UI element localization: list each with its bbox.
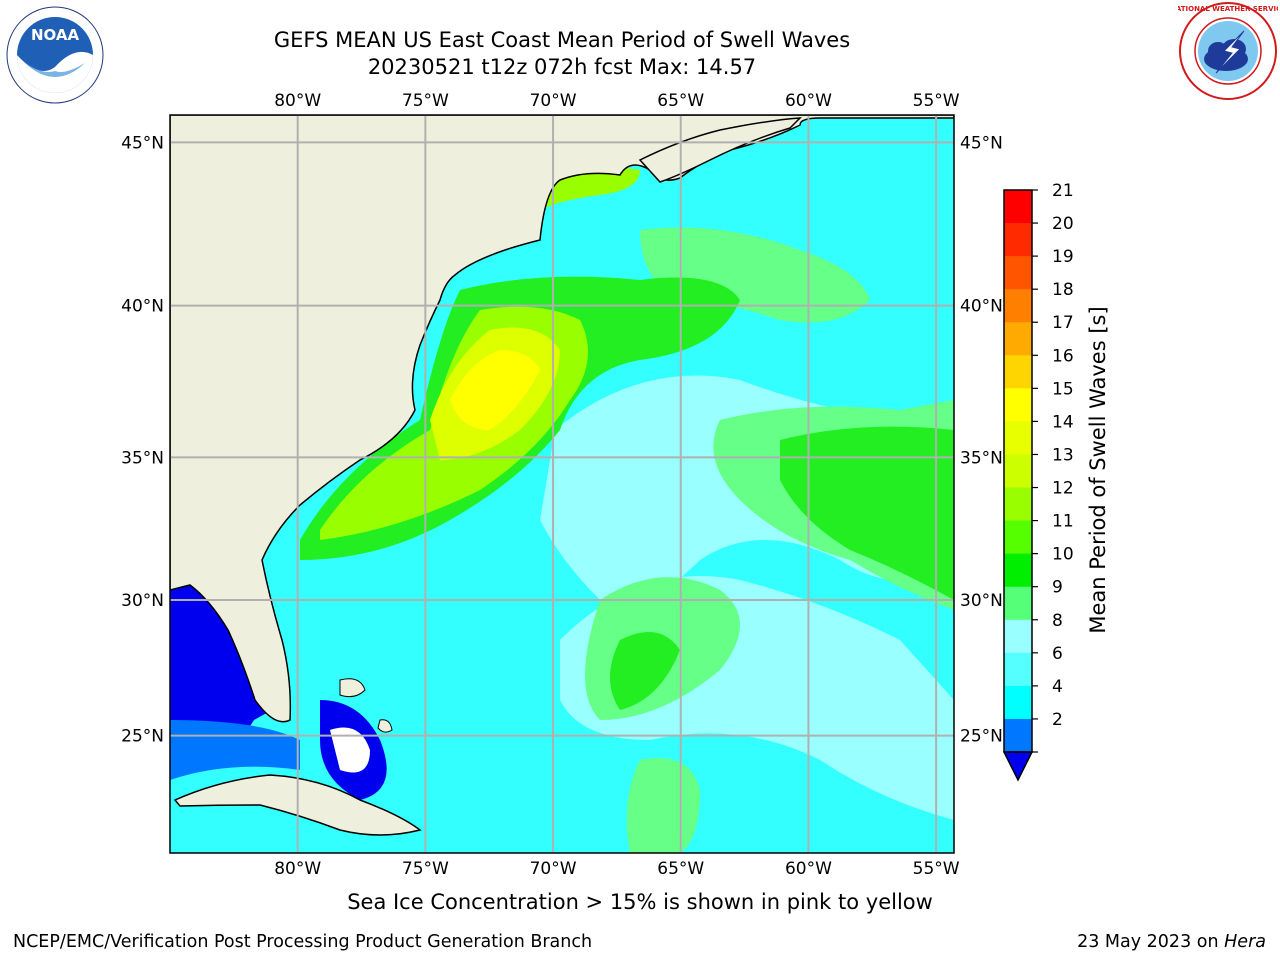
colorbar-tick-label: 6 [1052, 644, 1063, 664]
latitude-labels-left: 45°N 40°N 35°N 30°N 25°N [121, 133, 164, 746]
latitude-label: 35°N [960, 448, 1003, 468]
latitude-labels-right: 45°N 40°N 35°N 30°N 25°N [960, 133, 1003, 746]
colorbar-label: Mean Period of Swell Waves [s] [1086, 306, 1110, 633]
longitude-label: 60°W [785, 91, 832, 111]
colorbar-segment [1004, 190, 1032, 224]
colorbar-segment [1004, 487, 1032, 522]
latitude-label: 45°N [960, 133, 1003, 153]
colorbar-tick-label: 4 [1052, 677, 1063, 697]
forecast-subtitle: 20230521 t12z 072h fcst Max: 14.57 [367, 55, 757, 79]
noaa-logo-text: NOAA [31, 26, 80, 44]
colorbar-segment [1004, 322, 1032, 356]
footer-machine: Hera [1224, 932, 1266, 952]
latitude-label: 25°N [960, 727, 1003, 747]
colorbar-segment [1004, 553, 1032, 588]
colorbar-segment [1004, 223, 1032, 257]
colorbar-tick-label: 19 [1052, 247, 1074, 267]
swell-zone-9-10s [626, 758, 700, 853]
swell-zone-10-11s [610, 632, 680, 710]
svg-text:NATIONAL WEATHER SERVICE: NATIONAL WEATHER SERVICE [1178, 5, 1278, 13]
noaa-logo: NOAA [6, 6, 104, 104]
longitude-label: 75°W [402, 91, 449, 111]
nws-logo: NATIONAL WEATHER SERVICE [1178, 2, 1278, 100]
colorbar: 21 20 19 18 17 16 15 14 13 12 11 10 9 8 6 4 2 [1002, 181, 1074, 782]
sea-ice-note: Sea Ice Concentration > 15% is shown in … [347, 890, 933, 914]
colorbar-tick-label: 2 [1052, 710, 1063, 730]
footer-credit: NCEP/EMC/Verification Post Processing Pr… [13, 932, 593, 952]
footer-date-text: 23 May 2023 on [1077, 932, 1225, 952]
longitude-labels-top: 80°W 75°W 70°W 65°W 60°W 55°W [274, 91, 960, 111]
bahamas-land [377, 719, 393, 733]
colorbar-segment [1004, 652, 1032, 687]
bahamas-land [339, 678, 366, 698]
colorbar-segment [1004, 355, 1032, 389]
longitude-label: 65°W [657, 91, 704, 111]
colorbar-tick-label: 13 [1052, 445, 1074, 465]
colorbar-tick-label: 9 [1052, 578, 1063, 598]
longitude-labels-bottom: 80°W 75°W 70°W 65°W 60°W 55°W [274, 859, 960, 879]
colorbar-segment [1004, 421, 1032, 455]
longitude-label: 75°W [402, 859, 449, 879]
colorbar-segment [1004, 586, 1032, 621]
longitude-label: 65°W [657, 859, 704, 879]
footer-date: 23 May 2023 on Hera [1077, 932, 1266, 952]
colorbar-segment [1004, 718, 1032, 753]
colorbar-segment [1004, 454, 1032, 489]
colorbar-tick-label: 10 [1052, 545, 1074, 565]
colorbar-tick-label: 12 [1052, 479, 1074, 499]
no-data-area [330, 727, 370, 773]
graticule [170, 115, 954, 853]
latitude-label: 30°N [121, 591, 164, 611]
colorbar-tick-label: 18 [1052, 280, 1074, 300]
swell-zone-14-15s [450, 350, 540, 430]
latitude-label: 35°N [121, 448, 164, 468]
swell-zone-below-2s [170, 580, 290, 760]
latitude-label: 45°N [121, 133, 164, 153]
colorbar-frame [1003, 189, 1033, 753]
swell-zone-10-11s [780, 426, 954, 600]
longitude-label: 70°W [530, 859, 577, 879]
longitude-label: 70°W [530, 91, 577, 111]
colorbar-segment [1004, 619, 1032, 654]
latitude-label: 40°N [121, 297, 164, 317]
colorbar-segment [1004, 685, 1032, 720]
colorbar-extend-arrow [1002, 751, 1034, 782]
latitude-label: 25°N [121, 727, 164, 747]
colorbar-segment [1004, 388, 1032, 422]
map-title: GEFS MEAN US East Coast Mean Period of S… [273, 28, 851, 52]
colorbar-tick-label: 21 [1052, 181, 1074, 201]
longitude-label: 60°W [785, 859, 832, 879]
colorbar-tick-label: 15 [1052, 379, 1074, 399]
longitude-label: 55°W [913, 859, 960, 879]
colorbar-segment [1004, 256, 1032, 290]
map-frame [169, 114, 955, 854]
colorbar-tick-label: 8 [1052, 611, 1063, 631]
colorbar-tick-label: 20 [1052, 214, 1074, 234]
colorbar-tick-label: 16 [1052, 346, 1074, 366]
colorbar-tick-label: 11 [1052, 512, 1074, 532]
longitude-label: 80°W [274, 91, 321, 111]
colorbar-tick-label: 17 [1052, 313, 1074, 333]
longitude-label: 80°W [274, 859, 321, 879]
latitude-label: 40°N [960, 297, 1003, 317]
colorbar-segment [1004, 289, 1032, 323]
latitude-label: 30°N [960, 591, 1003, 611]
longitude-label: 55°W [913, 91, 960, 111]
colorbar-segment [1004, 520, 1032, 555]
colorbar-tick-label: 14 [1052, 412, 1074, 432]
